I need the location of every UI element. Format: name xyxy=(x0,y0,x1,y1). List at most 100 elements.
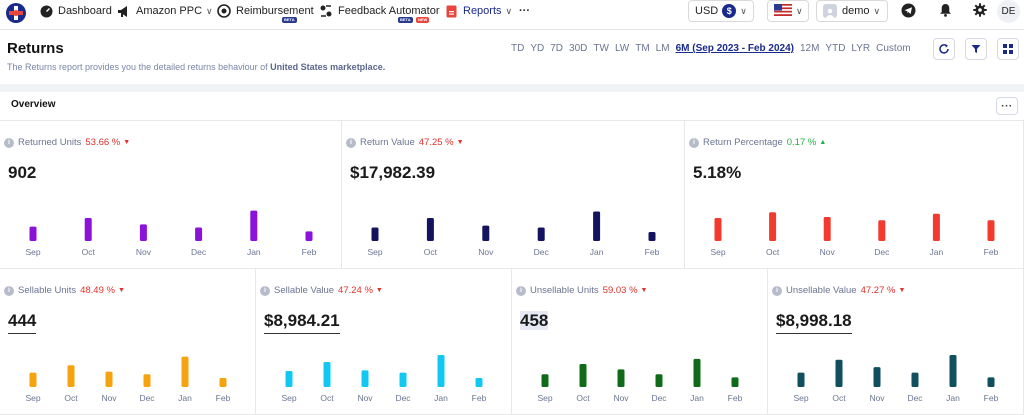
period-option[interactable]: 6M (Sep 2023 - Feb 2024) xyxy=(675,43,794,54)
bar-feb[interactable] xyxy=(648,232,656,241)
bar-oct[interactable] xyxy=(426,217,434,241)
chevron-down-icon: ∨ xyxy=(740,5,747,16)
month-label: Nov xyxy=(613,393,629,403)
metric-value: 458 xyxy=(520,311,549,331)
period-option[interactable]: TM xyxy=(635,43,650,54)
period-option[interactable]: TW xyxy=(593,43,609,54)
nav-feedback-automator[interactable]: Feedback Automator xyxy=(319,0,440,22)
bar-jan[interactable] xyxy=(181,356,189,387)
bar-dec[interactable] xyxy=(399,372,407,387)
triangle-down-icon: ▼ xyxy=(375,287,383,294)
bar-sep[interactable] xyxy=(714,217,722,241)
bar-jan[interactable] xyxy=(593,211,601,241)
metric-value: 902 xyxy=(8,163,36,183)
app-logo[interactable] xyxy=(5,1,31,25)
metric-change: 47.27 % xyxy=(860,285,896,296)
chevron-down-icon: ∨ xyxy=(206,5,213,16)
metric-header: i Returned Units 53.66 % ▼ xyxy=(4,137,130,148)
bar-feb[interactable] xyxy=(305,231,313,241)
marketplace-select[interactable]: ∨ xyxy=(767,0,809,22)
month-label: Oct xyxy=(832,393,846,403)
bar-jan[interactable] xyxy=(250,210,258,241)
bar-feb[interactable] xyxy=(731,377,739,387)
period-option[interactable]: 7D xyxy=(550,43,564,54)
bar-oct[interactable] xyxy=(579,363,587,387)
avatar[interactable]: DE xyxy=(997,0,1020,23)
bar-feb[interactable] xyxy=(475,378,483,387)
layout-button[interactable] xyxy=(997,38,1019,60)
metric-header: i Unsellable Value 47.27 % ▼ xyxy=(772,285,905,296)
bar-nov[interactable] xyxy=(361,370,369,387)
bell-icon[interactable] xyxy=(937,2,953,18)
metric-bar-chart: Sep Oct Nov Dec Jan Feb xyxy=(25,356,231,403)
period-option[interactable]: YD xyxy=(530,43,545,54)
refresh-button[interactable] xyxy=(933,38,955,60)
currency-select[interactable]: USD $ ∨ xyxy=(688,0,754,22)
bar-dec[interactable] xyxy=(537,227,545,241)
gear-icon[interactable] xyxy=(972,2,988,18)
bar-jan[interactable] xyxy=(693,358,701,387)
info-icon[interactable]: i xyxy=(689,137,699,148)
more-menu[interactable]: ··· xyxy=(519,5,530,17)
bar-oct[interactable] xyxy=(84,217,92,241)
user-menu[interactable]: demo ∨ xyxy=(816,0,888,22)
month-label: Feb xyxy=(728,393,743,403)
bar-dec[interactable] xyxy=(143,374,151,387)
nav-reports[interactable]: Reports ∨ xyxy=(444,0,512,22)
bar-nov[interactable] xyxy=(823,217,831,241)
filter-button[interactable] xyxy=(965,38,987,60)
telegram-icon[interactable] xyxy=(900,2,916,18)
period-option[interactable]: LM xyxy=(655,43,670,54)
nav-reimbursement[interactable]: Reimbursement xyxy=(217,0,314,22)
bar-oct[interactable] xyxy=(769,212,777,241)
bar-jan[interactable] xyxy=(949,355,957,387)
bar-nov[interactable] xyxy=(139,224,147,241)
bar-nov[interactable] xyxy=(873,367,881,387)
bar-oct[interactable] xyxy=(835,359,843,387)
period-option[interactable]: TD xyxy=(511,43,525,54)
bar-jan[interactable] xyxy=(932,213,940,241)
bar-sep[interactable] xyxy=(541,374,549,387)
bar-feb[interactable] xyxy=(219,378,227,387)
bar-jan[interactable] xyxy=(437,355,445,387)
period-option[interactable]: LYR xyxy=(851,43,871,54)
period-option[interactable]: Custom xyxy=(876,43,911,54)
bar-oct[interactable] xyxy=(323,362,331,387)
period-option[interactable]: LW xyxy=(614,43,630,54)
bar-sep[interactable] xyxy=(29,226,37,241)
bar-nov[interactable] xyxy=(617,369,625,387)
bar-dec[interactable] xyxy=(655,374,663,387)
bar-nov[interactable] xyxy=(105,371,113,387)
dollar-icon: $ xyxy=(722,4,737,18)
nav-amazon-ppc[interactable]: Amazon PPC ∨ xyxy=(117,0,213,22)
bar-dec[interactable] xyxy=(195,227,203,241)
period-option[interactable]: YTD xyxy=(825,43,846,54)
nav-dashboard[interactable]: Dashboard xyxy=(39,0,112,22)
info-icon[interactable]: i xyxy=(4,137,14,148)
info-icon[interactable]: i xyxy=(4,285,14,296)
bar-feb[interactable] xyxy=(987,220,995,241)
period-option[interactable]: 12M xyxy=(799,43,820,54)
info-icon[interactable]: i xyxy=(772,285,782,296)
metric-title: Returned Units xyxy=(18,137,82,148)
info-icon[interactable]: i xyxy=(516,285,526,296)
bar-nov[interactable] xyxy=(482,225,490,241)
metric-header: i Sellable Value 47.24 % ▼ xyxy=(260,285,383,296)
bar-sep[interactable] xyxy=(29,372,37,387)
month-label: Feb xyxy=(302,247,317,257)
overview-title: Overview xyxy=(11,99,56,110)
section-separator xyxy=(0,84,1024,92)
overview-more-button[interactable]: ··· xyxy=(996,97,1018,115)
bar-sep[interactable] xyxy=(285,371,293,387)
bar-feb[interactable] xyxy=(987,377,995,387)
info-icon[interactable]: i xyxy=(346,137,356,148)
metric-card-unsellable-value: i Unsellable Value 47.27 % ▼ $8,998.18 Sep Oct… xyxy=(768,269,1024,415)
bar-dec[interactable] xyxy=(878,220,886,241)
bar-sep[interactable] xyxy=(371,227,379,241)
period-option[interactable]: 30D xyxy=(569,43,588,54)
top-nav: Dashboard Amazon PPC ∨ Reimbursement BET… xyxy=(0,0,1024,30)
bar-oct[interactable] xyxy=(67,365,75,387)
info-icon[interactable]: i xyxy=(260,285,270,296)
bar-dec[interactable] xyxy=(911,372,919,387)
bar-sep[interactable] xyxy=(797,372,805,387)
